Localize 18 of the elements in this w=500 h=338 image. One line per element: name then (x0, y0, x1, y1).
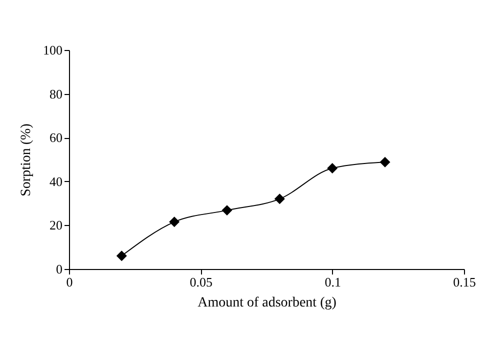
x-tick-label: 0.1 (324, 274, 341, 290)
point (169, 216, 180, 228)
y-tick-label: 80 (50, 86, 62, 102)
y-tick-label: 40 (50, 174, 62, 189)
y-tick-label: 60 (50, 130, 62, 146)
x-tick-label: 0 (66, 274, 73, 290)
x-axis-title: Amount of adsorbent (g) (198, 296, 337, 310)
y-axis-title: Sorption (%) (19, 123, 34, 196)
point (222, 205, 232, 216)
y-tick-label: 100 (43, 42, 62, 58)
y-tick-label: 20 (50, 218, 62, 233)
x-tick-label: 0.15 (453, 274, 476, 290)
point (380, 156, 390, 168)
point (327, 163, 338, 174)
x-tick-label: 0.05 (190, 274, 213, 290)
point (274, 194, 285, 204)
point (116, 250, 127, 262)
y-tick-label: 0 (56, 262, 62, 276)
